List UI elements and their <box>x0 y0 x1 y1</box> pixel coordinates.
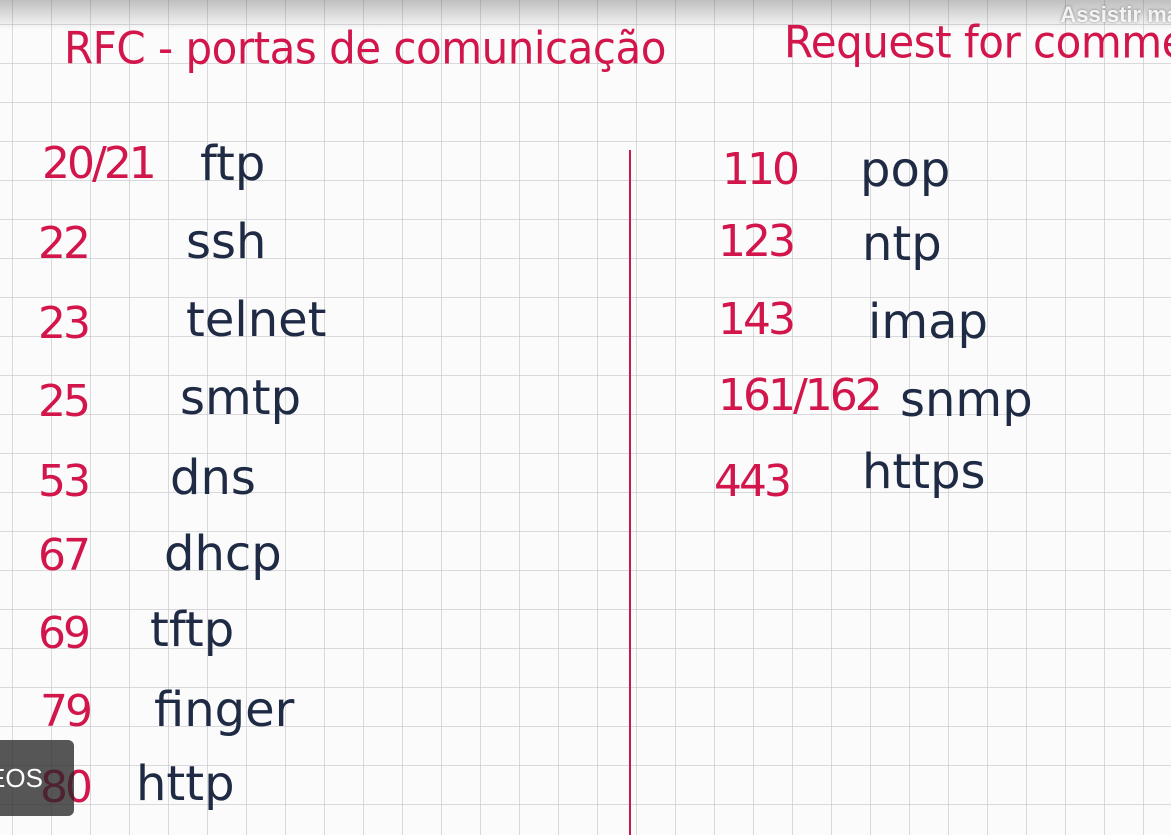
protocol-snmp: snmp <box>900 372 1033 428</box>
protocol-ssh: ssh <box>186 214 267 270</box>
watch-more-label[interactable]: Assistir ma <box>1060 2 1171 27</box>
protocol-tftp: tftp <box>150 602 235 658</box>
port-number-ntp: 123 <box>718 216 796 267</box>
port-number-ftp: 20/21 <box>42 138 157 189</box>
video-top-shadow <box>0 0 1171 30</box>
port-number-finger: 79 <box>40 686 93 737</box>
protocol-https: https <box>862 444 986 500</box>
port-number-tftp: 69 <box>38 608 91 659</box>
port-number-smtp: 25 <box>38 376 91 427</box>
port-number-dns: 53 <box>38 456 91 507</box>
protocol-finger: finger <box>154 682 295 738</box>
protocol-smtp: smtp <box>180 370 302 426</box>
protocol-ftp: ftp <box>200 136 266 192</box>
videos-badge[interactable]: EOS <box>0 740 74 816</box>
videos-badge-label: EOS <box>0 762 43 793</box>
right-title: Request for comments <box>784 16 1171 69</box>
port-number-dhcp: 67 <box>38 530 91 581</box>
column-divider-line <box>629 150 631 835</box>
port-number-telnet: 23 <box>38 298 91 349</box>
left-title: RFC - portas de comunicação <box>64 22 666 75</box>
protocol-imap: imap <box>868 294 988 350</box>
port-number-snmp: 161/162 <box>718 370 883 421</box>
protocol-http: http <box>136 756 235 812</box>
port-number-ssh: 22 <box>38 218 91 269</box>
protocol-ntp: ntp <box>862 216 942 272</box>
protocol-pop: pop <box>860 142 951 198</box>
protocol-dhcp: dhcp <box>164 526 282 582</box>
port-number-imap: 143 <box>718 294 796 345</box>
protocol-telnet: telnet <box>186 292 327 348</box>
protocol-dns: dns <box>170 450 256 506</box>
port-number-pop: 110 <box>722 144 800 195</box>
port-number-https: 443 <box>714 456 792 507</box>
